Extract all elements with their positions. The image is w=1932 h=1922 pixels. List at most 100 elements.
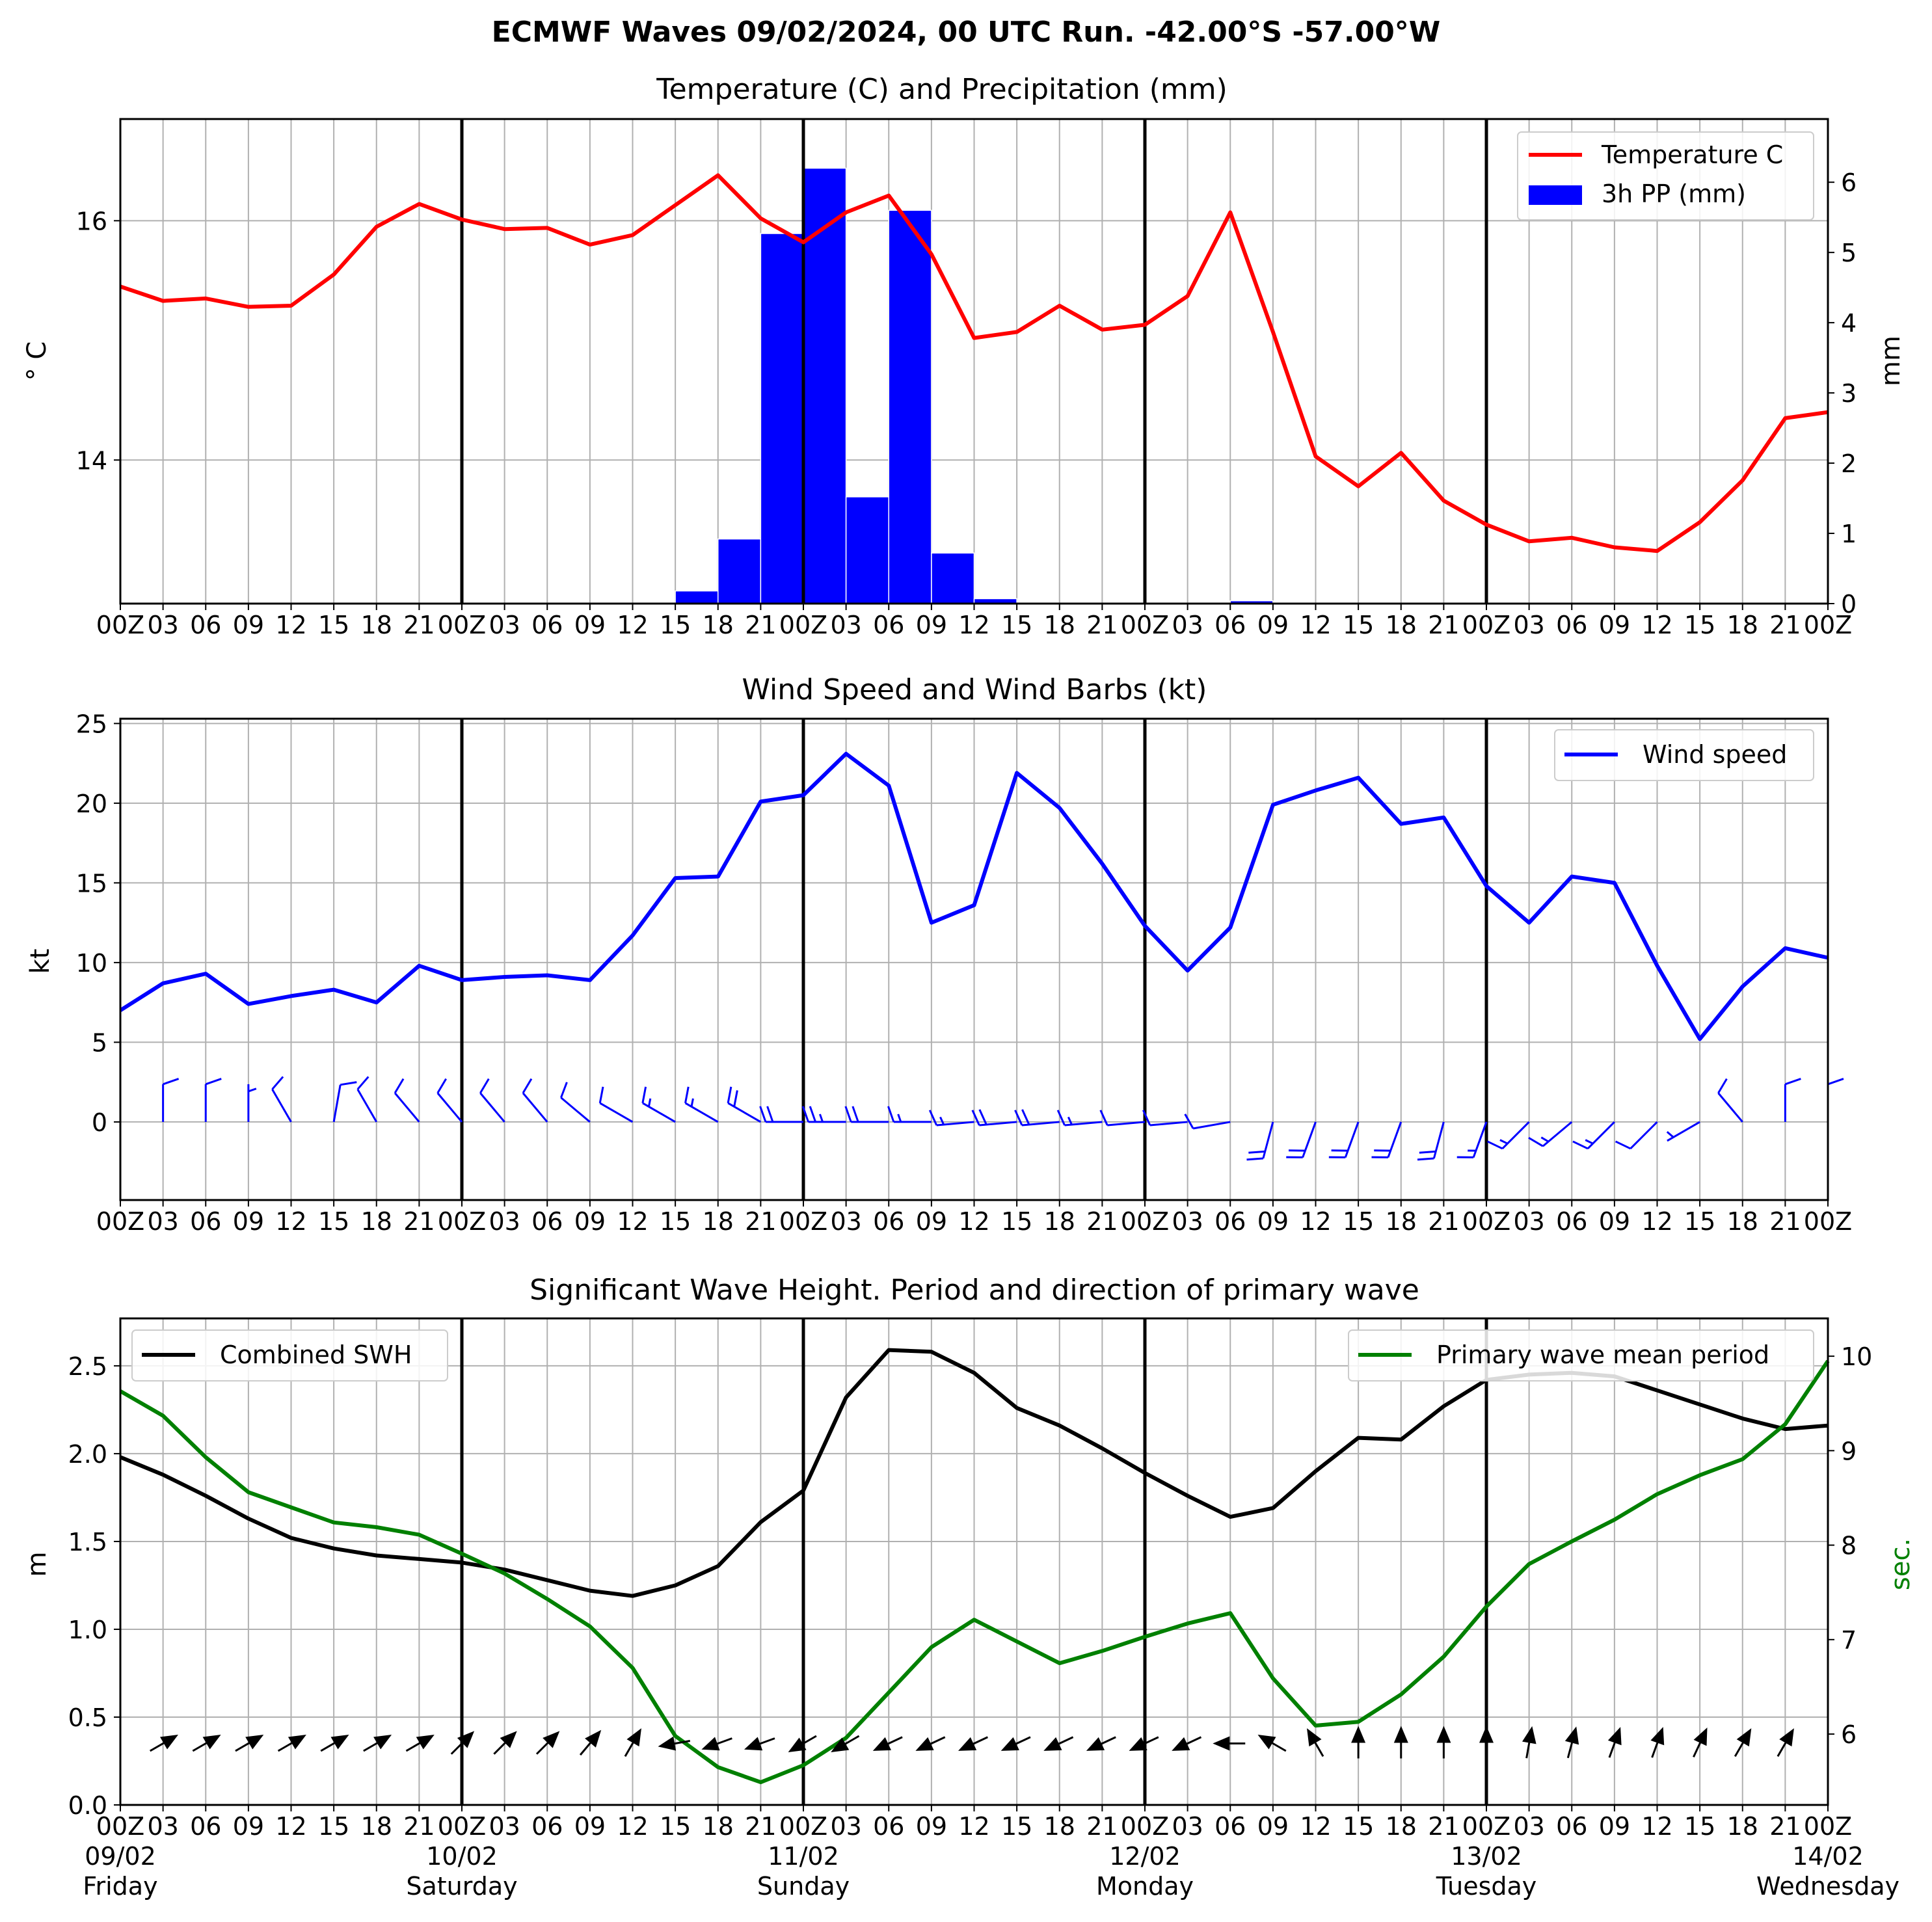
x-tick-label: 03 xyxy=(1172,1812,1203,1841)
x-tick-label: 21 xyxy=(1428,611,1459,639)
legend: Temperature C 3h PP (mm) xyxy=(1517,131,1814,220)
wind-barb-feather xyxy=(1067,1116,1073,1125)
x-tick-label: 15 xyxy=(318,1812,349,1841)
x-tick-label: 15 xyxy=(1001,1812,1032,1841)
x-tick-label: 09 xyxy=(574,611,606,639)
x-tick-label: 00Z xyxy=(779,611,827,639)
wind-barb xyxy=(598,1086,634,1123)
wind-barb-staff xyxy=(1542,1121,1573,1147)
wind-barb xyxy=(1014,1109,1060,1127)
y-tick-label: 2.0 xyxy=(68,1440,107,1469)
x-tick-label: 15 xyxy=(660,1812,691,1841)
wind-barb-feather xyxy=(1528,1136,1544,1147)
x-tick-label: 00Z xyxy=(1804,1812,1852,1841)
y-axis-right-label: mm xyxy=(1876,336,1906,386)
wind-barb-feather xyxy=(1487,1140,1503,1150)
y-right-tick-label: 5 xyxy=(1841,239,1857,267)
x-tick-label: 18 xyxy=(1386,1812,1417,1841)
x-tick-label: 00Z xyxy=(438,1812,486,1841)
x-tick-label: 12 xyxy=(617,1812,648,1841)
wind-barb xyxy=(684,1086,719,1123)
wave-arrow-head xyxy=(1736,1728,1752,1747)
x-tick-label: 12 xyxy=(958,1207,989,1236)
x-tick-label: 03 xyxy=(1513,1207,1544,1236)
wave-direction-arrow xyxy=(1522,1726,1536,1759)
day-date-label: 10/02 xyxy=(426,1842,498,1871)
wind-barb-staff xyxy=(560,1097,591,1123)
x-tick-label: 03 xyxy=(830,1207,861,1236)
day-name-label: Monday xyxy=(1096,1872,1194,1901)
wind-barb-staff xyxy=(394,1092,420,1123)
x-tick-label: 21 xyxy=(1086,1812,1118,1841)
legend-period: Primary wave mean period xyxy=(1348,1329,1814,1381)
wind-barb-feather xyxy=(1021,1109,1030,1125)
wind-barb-feather xyxy=(1246,1157,1263,1161)
x-tick-label: 03 xyxy=(147,1207,178,1236)
y-tick-label: 0 xyxy=(92,1108,107,1137)
wind-barb-feather xyxy=(809,1106,817,1123)
y-tick-label: 5 xyxy=(92,1028,107,1057)
wave-arrow-head xyxy=(1693,1728,1708,1746)
wind-barb-staff xyxy=(727,1102,762,1123)
wind-barbs xyxy=(162,1076,1844,1161)
wind-barb-feather xyxy=(852,1106,859,1123)
grid-lines xyxy=(120,1318,1829,1806)
wind-barb-feather xyxy=(647,1098,652,1107)
wind-barb xyxy=(1142,1110,1188,1127)
wind-barb-staff xyxy=(356,1088,378,1123)
wind-barb xyxy=(1666,1121,1700,1142)
wave-direction-arrow xyxy=(744,1737,775,1751)
wind-barb xyxy=(1371,1121,1402,1158)
x-tick-label: 18 xyxy=(703,1207,734,1236)
wave-arrow-head xyxy=(1522,1726,1536,1744)
legend-swh: Combined SWH xyxy=(131,1329,448,1381)
wind-barb-feather xyxy=(939,1116,945,1125)
x-tick-label: 15 xyxy=(660,611,691,639)
wave-direction-arrow xyxy=(192,1735,221,1752)
wind-barb-feather xyxy=(819,1114,824,1123)
y-right-tick-label: 3 xyxy=(1841,379,1857,408)
wind-barb-feather xyxy=(801,1106,810,1123)
wave-direction-arrow xyxy=(1777,1728,1794,1757)
wind-barb-feather xyxy=(522,1078,533,1094)
precip-bar xyxy=(675,590,719,604)
wind-barb-staff xyxy=(1717,1092,1743,1123)
x-tick-label: 21 xyxy=(1428,1812,1459,1841)
legend-box xyxy=(131,1329,448,1381)
wind-barb-staff xyxy=(332,1084,342,1123)
y-tick-label: 1.0 xyxy=(68,1616,107,1644)
x-tick-label: 21 xyxy=(403,611,435,639)
wind-barb-feather xyxy=(1056,1110,1066,1126)
x-tick-label: 06 xyxy=(1214,1207,1246,1236)
wind-barb-feather xyxy=(248,1088,257,1093)
x-tick-label: 15 xyxy=(1343,611,1374,639)
wave-arrow-head xyxy=(457,1731,475,1748)
x-tick-label: 18 xyxy=(1044,611,1075,639)
x-tick-label: 21 xyxy=(1769,1207,1801,1236)
x-tick-label: 09 xyxy=(1599,1207,1630,1236)
wave-arrow-head xyxy=(1650,1727,1665,1746)
series-line xyxy=(120,173,1829,554)
x-tick-label: 00Z xyxy=(1462,1207,1510,1236)
wind-barb-feather xyxy=(1419,1150,1436,1154)
x-tick-label: 06 xyxy=(531,1812,563,1841)
wind-barb-feather xyxy=(1572,1140,1589,1150)
x-tick-label: 00Z xyxy=(1121,611,1169,639)
y-tick-label: 14 xyxy=(76,446,107,475)
precip-bar xyxy=(931,552,975,604)
series-line xyxy=(119,751,1829,1041)
x-tick-label: 03 xyxy=(830,1812,861,1841)
wind-barb-feather xyxy=(759,1106,767,1123)
y-axis-ticks: 14 16 xyxy=(76,207,120,475)
wave-direction-arrow xyxy=(1351,1726,1366,1759)
wave-arrow-head xyxy=(1351,1726,1366,1743)
wind-barb xyxy=(1827,1078,1844,1122)
day-separators xyxy=(460,719,1488,1200)
x-tick-label: 09 xyxy=(233,1812,264,1841)
wind-barb xyxy=(1286,1121,1317,1158)
wave-direction-arrow xyxy=(535,1731,560,1755)
y-tick-label: 16 xyxy=(76,207,107,235)
wave-direction-arrow xyxy=(1213,1736,1246,1751)
wind-barb-feather xyxy=(394,1078,405,1094)
